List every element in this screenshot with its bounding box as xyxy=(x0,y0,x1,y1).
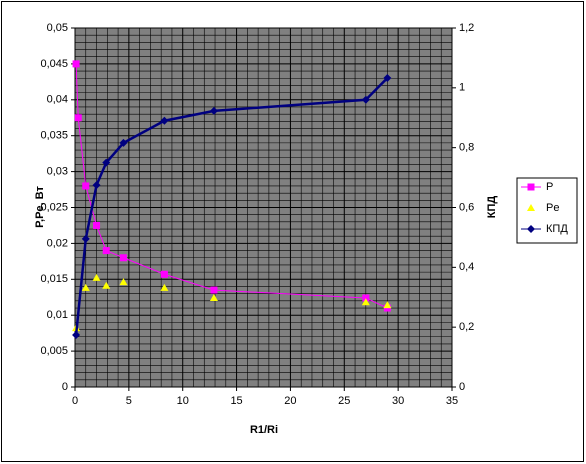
marker xyxy=(92,181,101,190)
legend-marker xyxy=(527,225,535,233)
y-tick-label: 0,03 xyxy=(47,166,68,178)
plot-border xyxy=(74,27,453,388)
marker xyxy=(160,116,169,125)
marker xyxy=(361,95,370,104)
marker xyxy=(93,221,101,229)
x-axis-label: R1/Ri xyxy=(250,424,278,436)
x-tick-label: 35 xyxy=(446,395,458,407)
marker xyxy=(82,182,90,190)
marker xyxy=(361,298,370,306)
marker xyxy=(160,270,168,278)
marker xyxy=(362,294,370,302)
marker xyxy=(209,293,218,301)
x-tick-label: 25 xyxy=(338,395,350,407)
marker xyxy=(119,138,128,147)
marker xyxy=(72,330,81,339)
marker xyxy=(210,286,218,294)
y-tick-label: 0 xyxy=(62,381,68,393)
y-tick-label: 0,05 xyxy=(47,22,68,34)
x-tick-label: 15 xyxy=(230,395,242,407)
marker xyxy=(102,158,111,167)
marker xyxy=(92,273,101,281)
marker xyxy=(383,73,392,82)
x-tick-label: 5 xyxy=(126,395,132,407)
marker xyxy=(102,281,111,289)
y2-tick-label: 0,6 xyxy=(459,201,474,213)
legend-label: P xyxy=(546,181,553,193)
legend-label: Pe xyxy=(546,202,559,214)
x-tick-label: 20 xyxy=(284,395,296,407)
legend-marker xyxy=(527,204,535,211)
y2-tick-label: 0,4 xyxy=(459,261,474,273)
y-tick-label: 0,045 xyxy=(40,58,68,70)
y-tick-label: 0,005 xyxy=(40,345,68,357)
y-tick-label: 0,04 xyxy=(47,94,68,106)
y2-tick-label: 1 xyxy=(459,82,465,94)
marker xyxy=(81,234,90,243)
x-tick-label: 0 xyxy=(72,395,78,407)
y-tick-label: 0,015 xyxy=(40,273,68,285)
marker xyxy=(209,106,218,115)
marker xyxy=(81,283,90,291)
marker xyxy=(383,301,392,309)
marker xyxy=(160,283,169,291)
legend xyxy=(516,177,578,244)
y-tick-label: 0,01 xyxy=(47,309,68,321)
y2-tick-label: 0 xyxy=(459,381,465,393)
y-tick-label: 0,02 xyxy=(47,237,68,249)
y2-axis-label: КПД xyxy=(486,196,498,219)
marker xyxy=(102,247,110,255)
x-tick-label: 30 xyxy=(392,395,404,407)
y-tick-label: 0,035 xyxy=(40,130,68,142)
y-axis-label: P,Pe, Вт xyxy=(34,186,46,228)
y2-tick-label: 1,2 xyxy=(459,22,474,34)
marker xyxy=(119,278,128,286)
legend-label: КПД xyxy=(546,223,568,235)
marker xyxy=(119,254,127,262)
marker xyxy=(74,114,82,122)
x-tick-label: 10 xyxy=(177,395,189,407)
y-tick-label: 0,025 xyxy=(40,201,68,213)
series-line xyxy=(75,63,388,309)
marker xyxy=(72,60,80,68)
y2-tick-label: 0,8 xyxy=(459,142,474,154)
legend-marker xyxy=(527,183,535,191)
y2-tick-label: 0,2 xyxy=(459,321,474,333)
